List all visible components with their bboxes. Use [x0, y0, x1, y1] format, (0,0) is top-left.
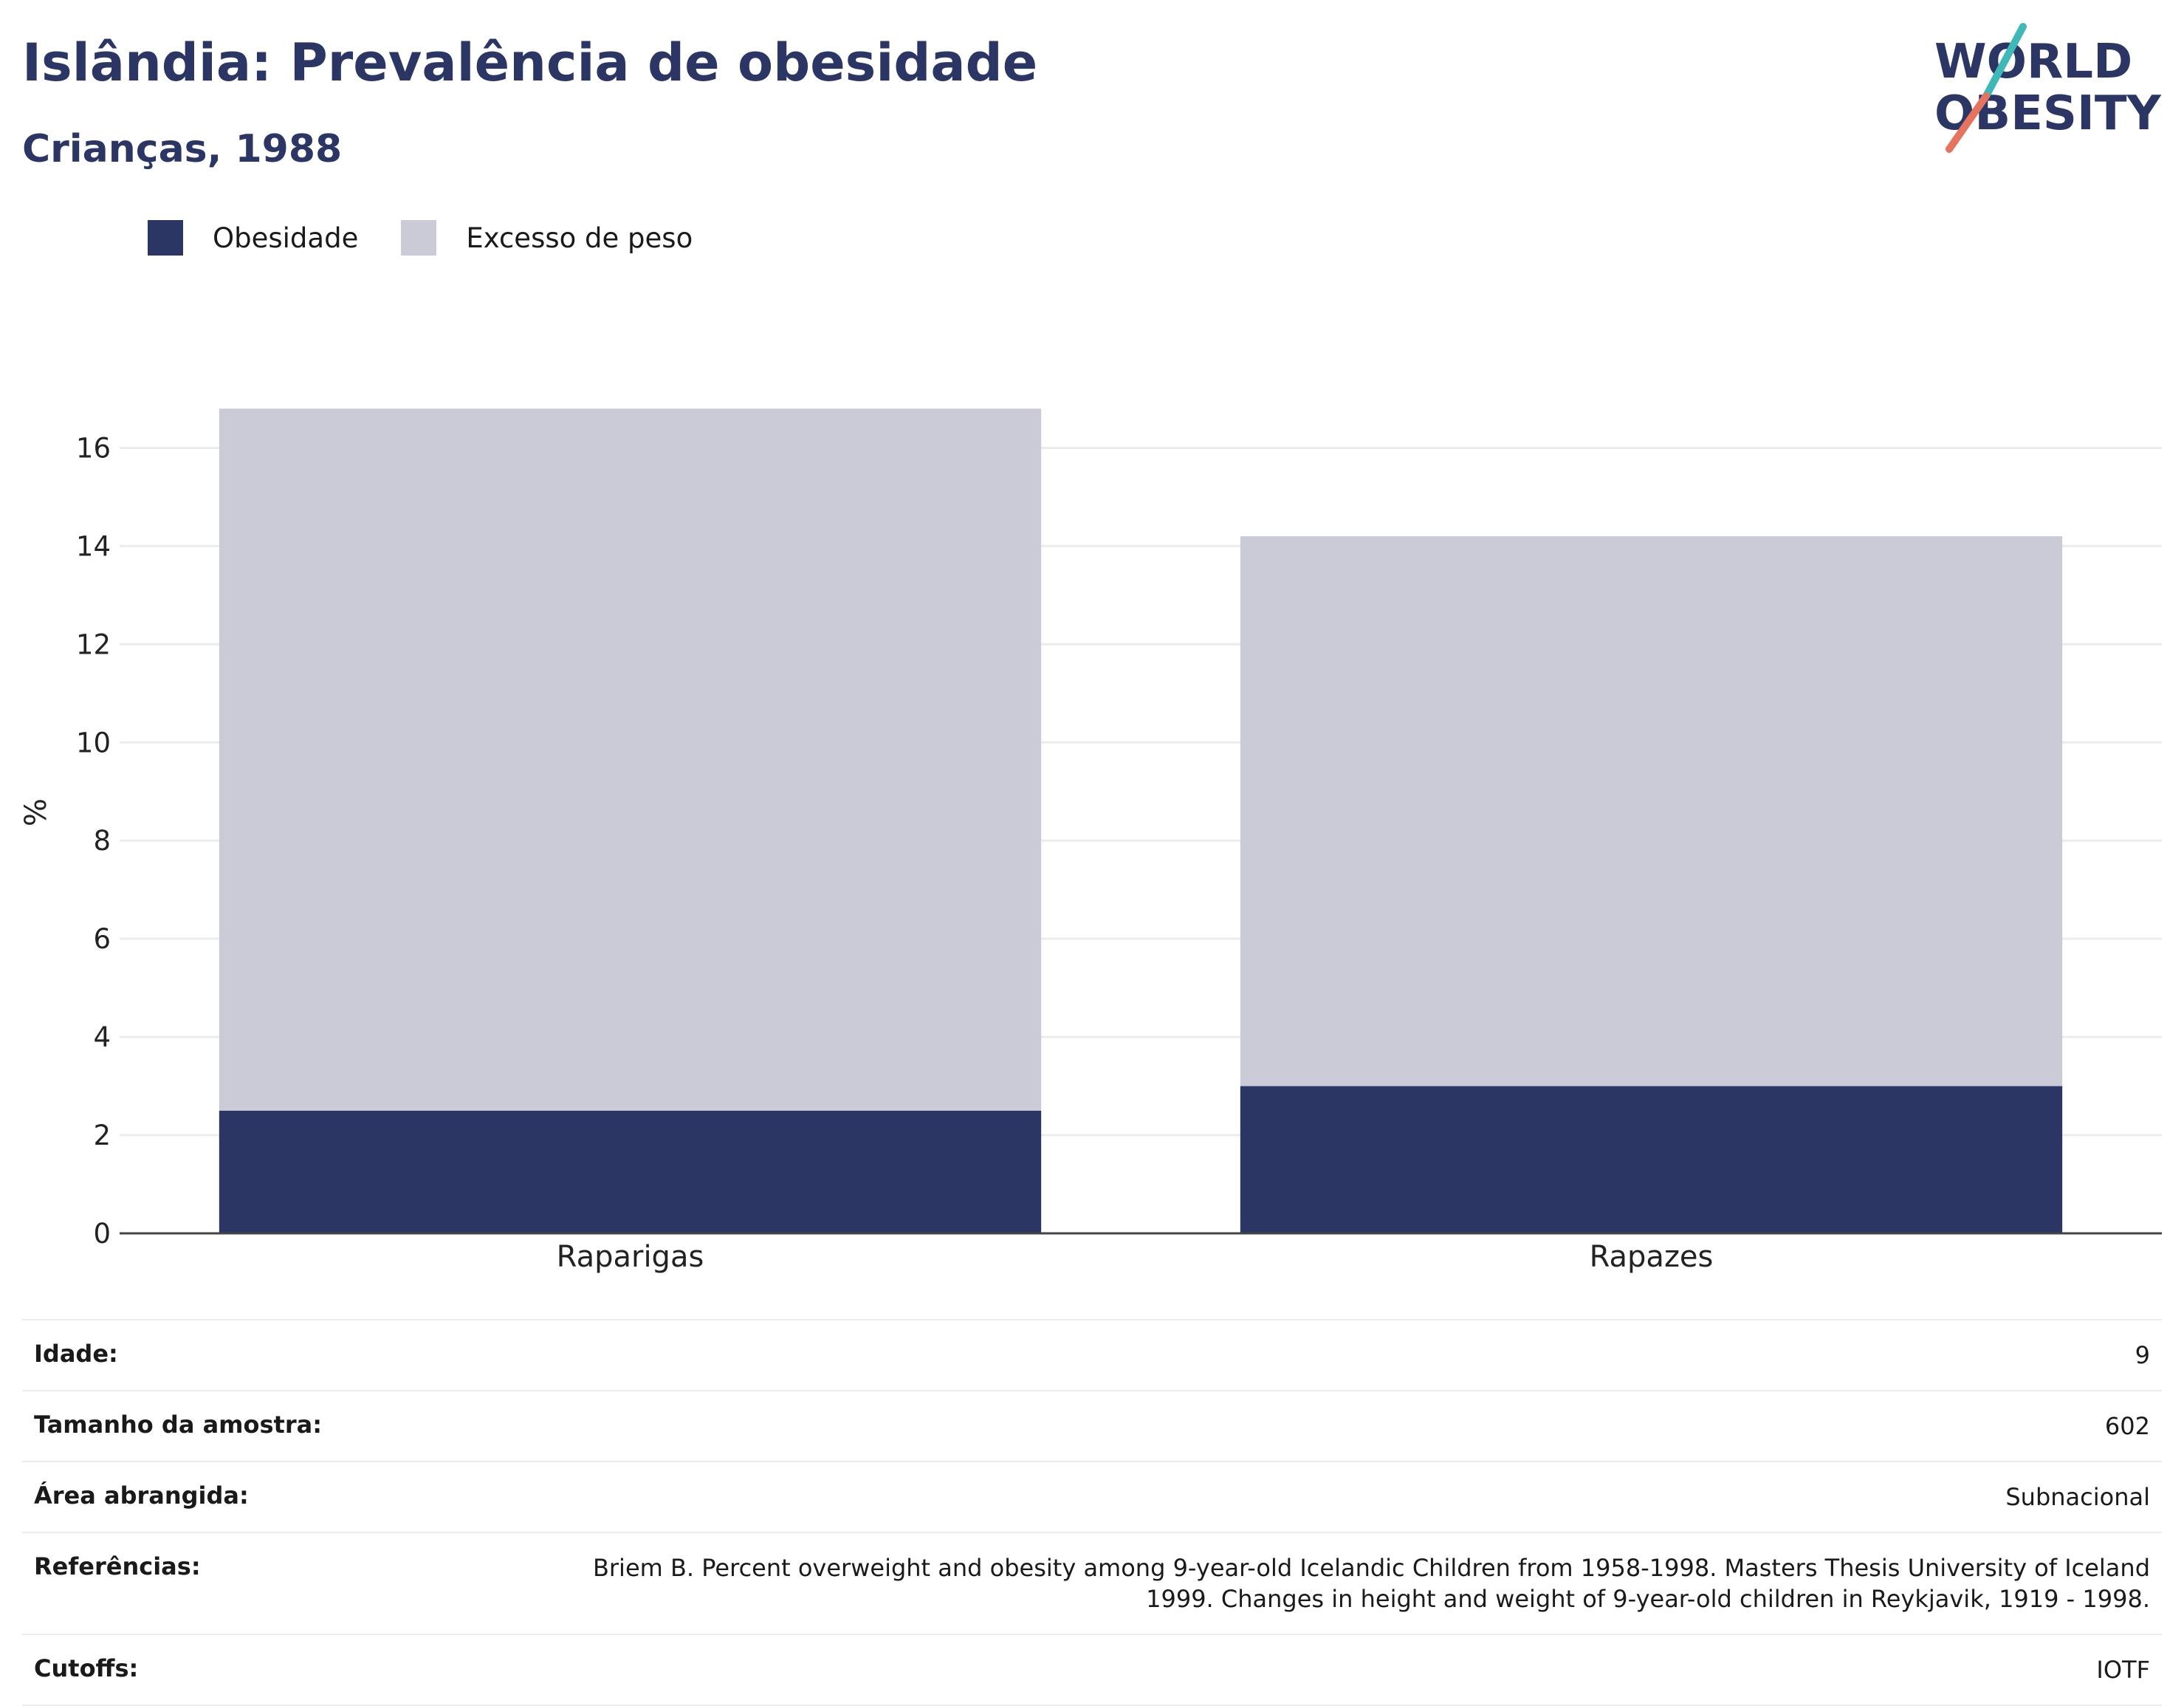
- x-tick-label: Rapazes: [1590, 1240, 1714, 1274]
- legend-item-overweight: Excesso de peso: [401, 220, 693, 256]
- bar-overweight: [1240, 536, 2063, 1086]
- info-value: 602: [2104, 1412, 2150, 1440]
- bar-chart: 0 2 4 6 8 10 12 14 16% Raparigas Rapazes: [19, 408, 2162, 1274]
- y-tick-label: 6: [93, 923, 111, 955]
- info-key: Tamanho da amostra:: [34, 1411, 322, 1439]
- info-value: 9: [2135, 1341, 2150, 1369]
- page-title: Islândia: Prevalência de obesidade: [22, 32, 1038, 93]
- y-axis-label: %: [19, 798, 53, 826]
- world-obesity-logo: WORLD OBESITY: [1934, 23, 2161, 153]
- y-tick-label: 16: [76, 432, 111, 464]
- info-table: Idade: 9 Tamanho da amostra: 602 Área abrang…: [22, 1319, 2162, 1706]
- y-tick-label: 0: [93, 1218, 111, 1250]
- info-key: Referências:: [34, 1552, 201, 1580]
- x-tick-label: Raparigas: [557, 1240, 704, 1274]
- legend-swatch-overweight: [401, 220, 437, 256]
- chart-legend: Obesidade Excesso de peso: [148, 220, 735, 256]
- info-row: Área abrangida: Subnacional: [22, 1461, 2162, 1532]
- legend-swatch-obesity: [148, 220, 183, 256]
- info-value: IOTF: [2096, 1656, 2150, 1684]
- bar-obesity: [219, 1110, 1042, 1233]
- y-tick-label: 10: [76, 727, 111, 758]
- y-tick-label: 12: [76, 628, 111, 660]
- y-tick-label: 2: [93, 1120, 111, 1151]
- bar-obesity: [1240, 1086, 2063, 1233]
- info-row: Idade: 9: [22, 1319, 2162, 1390]
- info-value: Briem B. Percent overweight and obesity …: [592, 1554, 2150, 1613]
- legend-item-obesity: Obesidade: [148, 220, 358, 256]
- info-key: Cutoffs:: [34, 1654, 139, 1682]
- info-row: Cutoffs: IOTF: [22, 1634, 2162, 1706]
- bar-overweight: [219, 408, 1042, 1111]
- info-row: Referências: Briem B. Percent overweight …: [22, 1532, 2162, 1634]
- legend-label-obesity: Obesidade: [213, 222, 359, 254]
- svg-text:WORLD: WORLD: [1934, 35, 2132, 89]
- info-key: Idade:: [34, 1340, 118, 1368]
- y-tick-label: 14: [76, 530, 111, 562]
- page-subtitle: Crianças, 1988: [22, 127, 343, 171]
- info-value: Subnacional: [2005, 1483, 2150, 1511]
- legend-label-overweight: Excesso de peso: [466, 222, 693, 254]
- info-row: Tamanho da amostra: 602: [22, 1390, 2162, 1461]
- y-tick-label: 8: [93, 825, 111, 857]
- y-tick-label: 4: [93, 1021, 111, 1053]
- info-key: Área abrangida:: [34, 1481, 249, 1510]
